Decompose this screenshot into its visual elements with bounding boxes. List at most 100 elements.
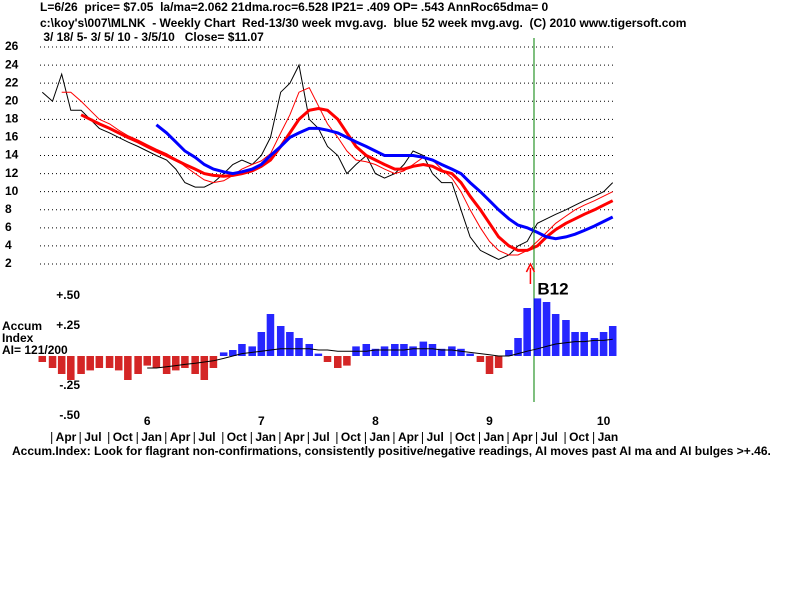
- x-tick-label: 8: [372, 414, 379, 428]
- y-tick-label: 4: [5, 238, 12, 252]
- accum-bar: [343, 356, 351, 366]
- x-tick-label: Apr: [56, 430, 77, 444]
- accum-bar: [200, 356, 209, 380]
- y-tick-label: 20: [5, 93, 19, 107]
- x-tick-label: Jul: [84, 430, 101, 444]
- accum-bar: [551, 314, 560, 356]
- accum-bar: [134, 356, 142, 374]
- accum-bar: [523, 308, 531, 356]
- accum-bar: [305, 344, 314, 356]
- accum-bar: [428, 344, 437, 356]
- accum-bar: [181, 356, 189, 368]
- series-line: [155, 123, 614, 241]
- x-tick-label: 6: [144, 414, 151, 428]
- series-line: [61, 87, 613, 256]
- accum-bar: [590, 338, 599, 356]
- accum-bar: [276, 326, 285, 356]
- accum-bar: [571, 332, 579, 356]
- accum-bar: [580, 332, 588, 356]
- x-tick-label: Apr: [512, 430, 533, 444]
- y-tick-label: -.50: [59, 408, 80, 422]
- accum-bar: [95, 356, 104, 368]
- accum-bar: [494, 356, 503, 368]
- accum-bar: [466, 353, 474, 356]
- x-tick-label: 10: [597, 414, 611, 428]
- accum-bar: [362, 344, 371, 356]
- accum-bar: [562, 320, 570, 356]
- y-tick-label: 24: [5, 57, 19, 71]
- accum-bar: [114, 356, 123, 371]
- x-tick-label: Jan: [141, 430, 162, 444]
- y-tick-label: 8: [5, 202, 12, 216]
- accum-bar: [380, 346, 389, 356]
- series-line: [147, 338, 613, 369]
- accum-bar: [448, 346, 456, 356]
- x-tick-label: 7: [258, 414, 265, 428]
- accum-bar: [485, 356, 494, 374]
- accum-bar: [219, 352, 228, 356]
- accum-bar: [333, 356, 342, 368]
- accum-bar: [295, 338, 303, 356]
- y-tick-label: 14: [5, 148, 19, 162]
- accum-bar: [476, 356, 485, 362]
- annotation: B12: [537, 279, 568, 298]
- accum-bar: [152, 356, 161, 368]
- x-tick-label: Apr: [170, 430, 191, 444]
- x-tick-label: Jul: [198, 430, 215, 444]
- accum-bar: [38, 356, 47, 362]
- header-line: c:\koy's\007\MLNK - Weekly Chart Red-13/…: [40, 16, 686, 30]
- y-tick-label: +.25: [56, 318, 80, 332]
- accum-bar: [314, 353, 323, 356]
- accum-bar: [162, 356, 171, 374]
- y-tick-label: 16: [5, 130, 19, 144]
- accum-bar: [143, 356, 152, 366]
- accum-bar: [229, 350, 237, 356]
- x-tick-label: Jan: [598, 430, 619, 444]
- x-tick-label: Oct: [569, 430, 589, 444]
- x-tick-label: Apr: [284, 430, 305, 444]
- y-tick-label: 12: [5, 166, 19, 180]
- accum-bar: [505, 350, 513, 356]
- footer: Accum.Index: Look for flagrant non-confi…: [12, 444, 771, 458]
- accum-bar: [171, 356, 180, 371]
- accum-bar: [124, 356, 132, 380]
- accum-bar: [257, 332, 266, 356]
- accum-bar: [514, 338, 522, 356]
- x-tick-label: Oct: [341, 430, 361, 444]
- accum-bar: [409, 346, 417, 356]
- header-line: L=6/26 price= $7.05 la/ma=2.062 21dma.ro…: [40, 0, 549, 14]
- axis-label: Accum: [2, 319, 42, 333]
- accum-bar: [238, 344, 246, 356]
- accum-bar: [533, 298, 542, 356]
- accum-bar: [67, 356, 75, 380]
- accum-bar: [77, 356, 85, 374]
- y-tick-label: 26: [5, 39, 19, 53]
- accum-bar: [48, 356, 57, 368]
- accum-bar: [608, 326, 617, 356]
- accum-bar: [542, 302, 551, 356]
- accum-bar: [323, 356, 332, 362]
- series-line: [80, 106, 614, 252]
- accum-bar: [457, 348, 465, 356]
- accum-bar: [248, 346, 256, 356]
- accum-bar: [105, 356, 114, 368]
- series-line: [41, 63, 614, 261]
- x-tick-label: Oct: [113, 430, 133, 444]
- y-tick-label: 22: [5, 75, 19, 89]
- y-tick-label: +.50: [56, 288, 80, 302]
- axis-label: Index: [2, 331, 34, 345]
- x-tick-label: Oct: [455, 430, 475, 444]
- x-tick-label: Jul: [426, 430, 443, 444]
- x-tick-label: Jul: [541, 430, 558, 444]
- x-tick-label: Jan: [255, 430, 276, 444]
- accum-bar: [209, 356, 218, 368]
- header-line: 3/ 18/ 5- 3/ 5/ 10 - 3/5/10 Close= $11.0…: [40, 30, 264, 44]
- accum-bar: [266, 314, 275, 356]
- y-tick-label: 10: [5, 184, 19, 198]
- y-tick-label: -.25: [59, 378, 80, 392]
- accum-bar: [599, 332, 608, 356]
- x-tick-label: Jan: [484, 430, 505, 444]
- x-tick-label: 9: [486, 414, 493, 428]
